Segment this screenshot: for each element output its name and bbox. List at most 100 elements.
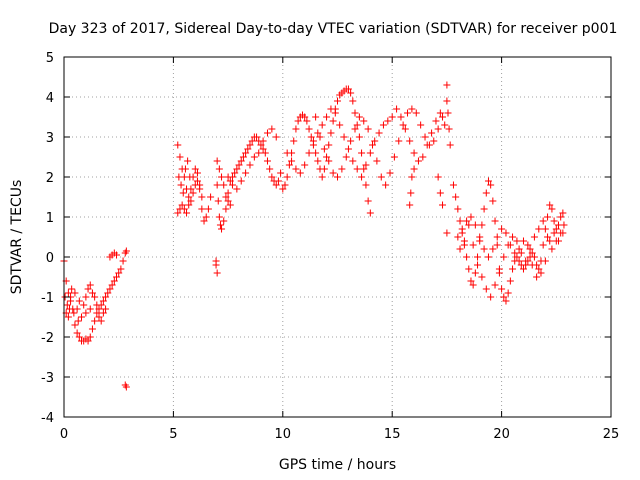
data-point <box>95 313 103 321</box>
data-point <box>246 161 254 169</box>
data-point <box>519 265 527 273</box>
data-point <box>71 321 79 329</box>
data-point <box>509 233 517 241</box>
data-point <box>108 281 116 289</box>
data-point <box>369 141 377 149</box>
y-axis-label: SDTVAR / TECUs <box>9 180 25 295</box>
data-point <box>102 293 110 301</box>
data-point <box>560 221 568 229</box>
x-axis-label: GPS time / hours <box>279 457 396 473</box>
data-point <box>231 169 239 177</box>
data-point <box>454 205 462 213</box>
data-point <box>548 245 556 253</box>
plot-frame <box>63 56 612 418</box>
data-point <box>253 133 261 141</box>
data-point <box>417 121 425 129</box>
data-point <box>78 313 86 321</box>
data-point <box>353 121 361 129</box>
y-tick-label: -2 <box>41 331 54 346</box>
data-point <box>259 145 267 153</box>
data-point <box>285 161 293 169</box>
data-point <box>82 293 90 301</box>
data-point <box>263 129 271 137</box>
data-point <box>347 89 355 97</box>
data-point <box>305 149 313 157</box>
data-point <box>375 129 383 137</box>
data-point <box>414 157 422 165</box>
data-point <box>533 273 541 281</box>
data-point <box>482 285 490 293</box>
data-point <box>502 229 510 237</box>
data-point <box>220 217 228 225</box>
data-point <box>522 257 530 265</box>
data-point <box>198 205 206 213</box>
data-point <box>74 317 82 325</box>
data-point <box>86 305 94 313</box>
data-point <box>386 169 394 177</box>
data-point <box>292 165 300 173</box>
data-point <box>301 113 309 121</box>
data-point <box>495 269 503 277</box>
data-point <box>535 265 543 273</box>
data-point <box>539 217 547 225</box>
data-point <box>344 85 352 93</box>
data-point <box>331 109 339 117</box>
data-point <box>248 137 256 145</box>
data-point <box>407 189 415 197</box>
data-point <box>502 297 510 305</box>
data-point <box>329 117 337 125</box>
data-point <box>196 181 204 189</box>
data-point <box>504 289 512 297</box>
data-point <box>493 241 501 249</box>
data-point <box>546 237 554 245</box>
data-point <box>509 265 517 273</box>
data-point <box>388 113 396 121</box>
data-point <box>351 109 359 117</box>
data-point <box>259 137 267 145</box>
data-point <box>355 133 363 141</box>
data-point <box>408 105 416 113</box>
data-point <box>498 285 506 293</box>
data-point <box>474 253 482 261</box>
data-point <box>360 165 368 173</box>
data-point <box>446 141 454 149</box>
data-point <box>242 169 250 177</box>
data-point <box>528 261 536 269</box>
data-point <box>200 217 208 225</box>
data-point <box>340 133 348 141</box>
data-point <box>63 301 71 309</box>
data-point <box>191 165 199 173</box>
data-point <box>469 281 477 289</box>
data-point <box>537 269 545 277</box>
data-point <box>467 277 475 285</box>
x-tick-label: 15 <box>384 427 401 442</box>
data-point <box>528 249 536 257</box>
data-point <box>404 109 412 117</box>
data-point <box>434 125 442 133</box>
data-point <box>342 153 350 161</box>
data-point <box>439 201 447 209</box>
data-point <box>207 193 215 201</box>
data-point <box>323 113 331 121</box>
data-point <box>242 149 250 157</box>
data-point <box>193 169 201 177</box>
data-point <box>239 153 247 161</box>
data-point <box>541 257 549 265</box>
data-point <box>68 285 76 293</box>
data-point <box>218 225 226 233</box>
data-point <box>187 197 195 205</box>
y-tick-label: 2 <box>46 171 54 186</box>
data-point <box>349 157 357 165</box>
data-point <box>489 197 497 205</box>
data-point <box>515 245 523 253</box>
data-point <box>64 289 72 297</box>
data-point <box>93 301 101 309</box>
data-point <box>377 173 385 181</box>
data-point <box>224 197 232 205</box>
data-point <box>220 181 228 189</box>
y-tick-label: 0 <box>46 251 54 266</box>
data-point <box>292 125 300 133</box>
data-point <box>70 309 78 317</box>
data-point <box>484 177 492 185</box>
data-point <box>104 289 112 297</box>
